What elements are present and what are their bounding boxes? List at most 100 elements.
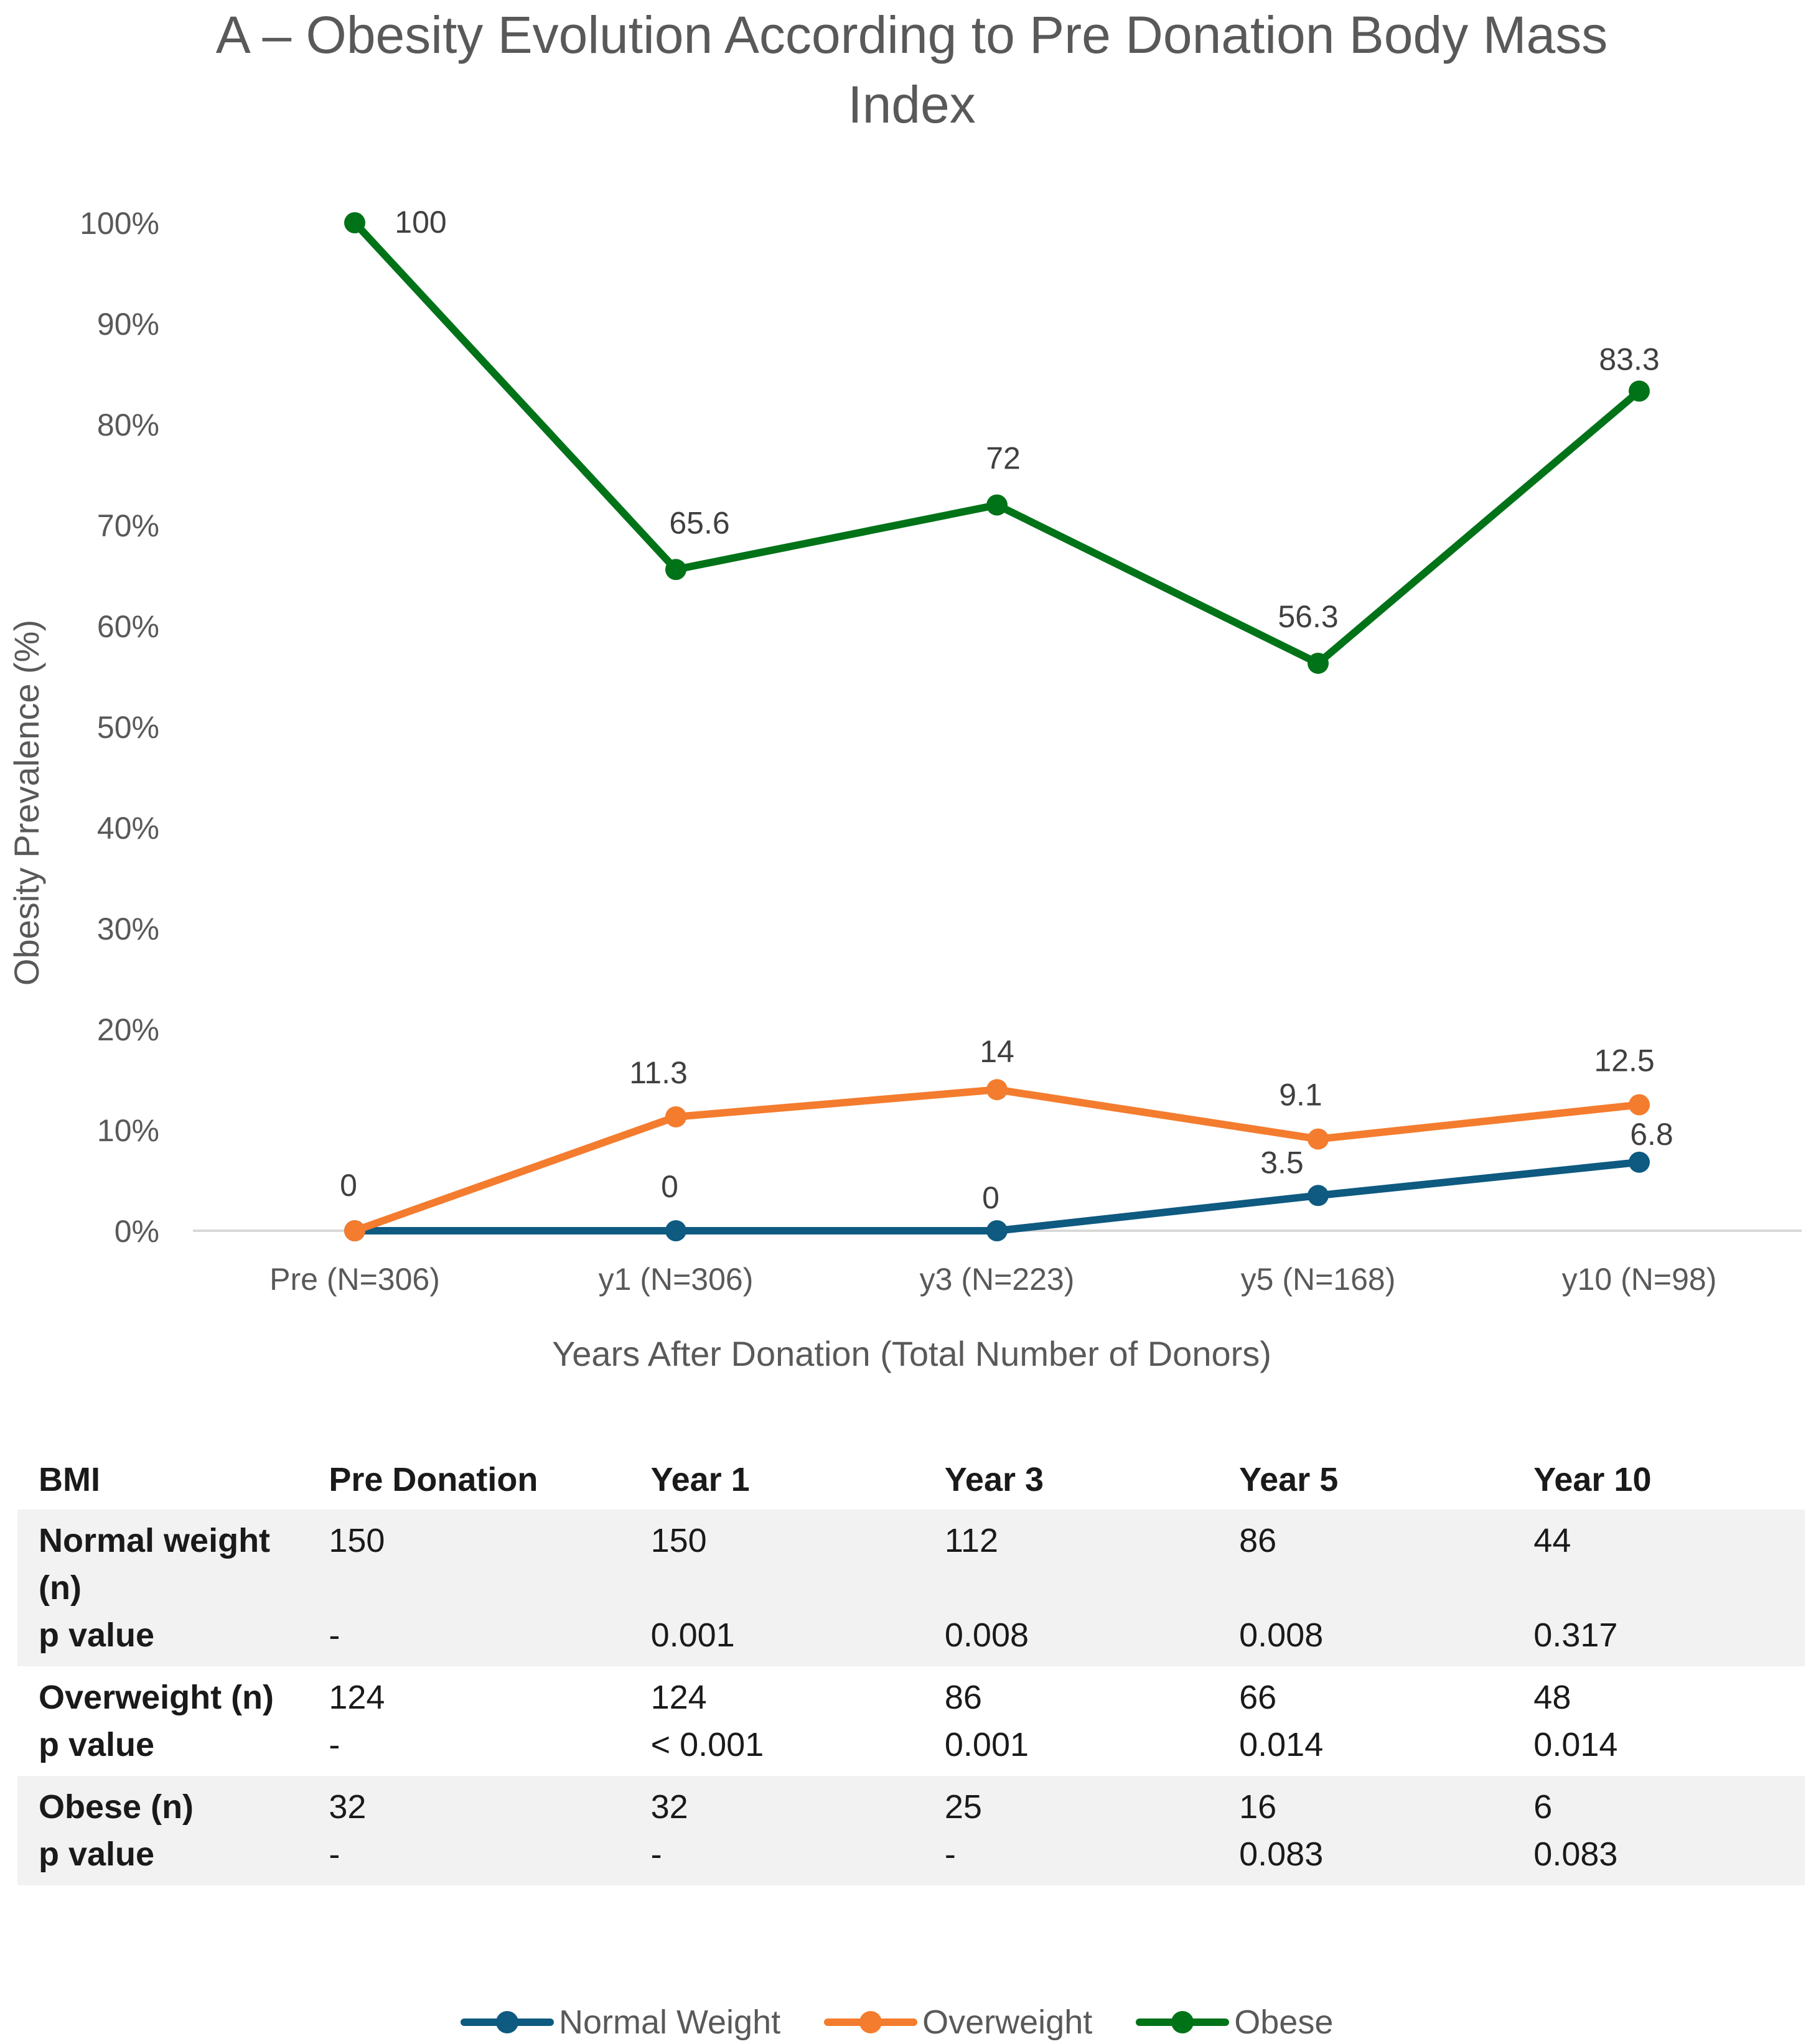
row-label: Overweight (n) <box>39 1679 274 1716</box>
data-label: 65.6 <box>669 505 729 540</box>
table-cell: 0.001 <box>629 1612 924 1666</box>
data-label: 72 <box>986 441 1021 476</box>
data-point <box>986 494 1008 516</box>
data-point <box>665 559 686 581</box>
table-cell: 32 <box>307 1776 630 1831</box>
y-tick-label: 30% <box>97 912 159 946</box>
table-cell: 0.317 <box>1512 1612 1805 1666</box>
data-point <box>344 212 365 233</box>
table-header-cell: Pre Donation <box>329 1461 538 1498</box>
table-header-cell: Year 3 <box>944 1461 1044 1498</box>
table-cell: - <box>629 1831 924 1885</box>
data-label: 56.3 <box>1278 599 1338 634</box>
data-point <box>665 1106 686 1127</box>
data-label: 12.5 <box>1594 1043 1654 1078</box>
table-cell: 150 <box>629 1510 924 1612</box>
series-normal-weight: 0 0 3.5 6.8 <box>344 1117 1673 1241</box>
chart-title-line-1: A – Obesity Evolution According to Pre D… <box>215 6 1608 64</box>
data-point <box>986 1079 1008 1101</box>
data-point <box>1629 1151 1650 1173</box>
table-cell: 0.001 <box>944 1726 1029 1763</box>
y-tick-label: 80% <box>97 408 159 442</box>
data-label: 9.1 <box>1279 1078 1322 1113</box>
x-tick-label: Pre (N=306) <box>269 1262 440 1297</box>
series-group: 0 0 3.5 6.8 0 11.3 14 9.1 12.5 100 65.6 72 56.3 83.3 <box>340 205 1673 1241</box>
data-label: 14 <box>980 1034 1014 1069</box>
legend-item-obese: Obese <box>1136 2003 1333 2042</box>
table-cell: 0.014 <box>1239 1726 1324 1763</box>
chart-title-line-2: Index <box>848 75 976 134</box>
table-row-obese-p: p value - - - 0.083 0.083 <box>17 1831 1805 1885</box>
legend-key-obese <box>1136 2011 1230 2033</box>
data-label: 0 <box>340 1168 357 1203</box>
data-point <box>1308 652 1329 674</box>
y-tick-label: 20% <box>97 1012 159 1047</box>
table-row-overweight-p: p value - < 0.001 0.001 0.014 0.014 <box>17 1721 1805 1776</box>
table-cell: 0.008 <box>1218 1612 1513 1666</box>
y-tick-label: 0% <box>115 1214 159 1249</box>
y-tick-label: 10% <box>97 1113 159 1148</box>
legend-label: Normal Weight <box>559 2004 781 2041</box>
legend-label: Overweight <box>922 2004 1093 2041</box>
x-tick-label: y10 (N=98) <box>1562 1262 1717 1297</box>
x-axis-ticks: Pre (N=306) y1 (N=306) y3 (N=223) y5 (N=168… <box>269 1262 1716 1297</box>
table-header-cell: Year 1 <box>650 1461 750 1498</box>
data-label: 0 <box>982 1180 999 1215</box>
x-tick-label: y5 (N=168) <box>1241 1262 1396 1297</box>
table-cell: 6 <box>1512 1776 1805 1831</box>
data-label: 3.5 <box>1260 1145 1304 1180</box>
legend-item-overweight: Overweight <box>824 2003 1092 2042</box>
row-label: Obese (n) <box>17 1776 308 1831</box>
table-cell: 86 <box>1218 1510 1513 1612</box>
table-cell: 0.008 <box>923 1612 1219 1666</box>
data-label: 11.3 <box>629 1055 688 1090</box>
row-label: Normal weight (n) <box>17 1510 308 1612</box>
table-cell: 124 <box>329 1679 385 1716</box>
y-tick-label: 100% <box>80 206 159 241</box>
table-cell: 32 <box>629 1776 924 1831</box>
data-label: 6.8 <box>1630 1117 1673 1152</box>
table-cell: 16 <box>1218 1776 1513 1831</box>
table-cell: 25 <box>923 1776 1219 1831</box>
table-header-cell: Year 10 <box>1533 1461 1652 1498</box>
table-cell: 0.083 <box>1218 1831 1513 1885</box>
table-header-cell: BMI <box>39 1461 100 1498</box>
x-tick-label: y3 (N=223) <box>920 1262 1075 1297</box>
data-label: 0 <box>661 1169 678 1204</box>
y-axis-title: Obesity Prevalence (%) <box>7 620 46 986</box>
table-row-obese-counts: Obese (n) 32 32 25 16 6 <box>17 1776 1805 1831</box>
table-cell: 44 <box>1512 1510 1805 1612</box>
table-row-overweight-counts: Overweight (n) 124 124 86 66 48 <box>17 1666 1805 1721</box>
row-label: p value <box>17 1612 308 1666</box>
data-point <box>1308 1185 1329 1206</box>
data-point <box>1308 1128 1329 1150</box>
table-cell: - <box>307 1612 630 1666</box>
table-cell: < 0.001 <box>650 1726 764 1763</box>
y-tick-label: 40% <box>97 811 159 846</box>
y-tick-label: 50% <box>97 710 159 745</box>
table-header-row: BMI Pre Donation Year 1 Year 3 Year 5 Ye… <box>17 1450 1805 1510</box>
legend-item-normal-weight: Normal Weight <box>461 2003 780 2042</box>
table-cell: 0.083 <box>1512 1831 1805 1885</box>
table-cell: 124 <box>650 1679 707 1716</box>
data-label: 83.3 <box>1599 342 1659 377</box>
data-point <box>344 1220 365 1241</box>
table-cell: 48 <box>1533 1679 1571 1716</box>
table-cell: - <box>329 1726 340 1763</box>
data-label: 100 <box>395 205 446 240</box>
legend: Normal Weight Overweight Obese <box>461 2000 1377 2044</box>
x-tick-label: y1 (N=306) <box>599 1262 754 1297</box>
data-point <box>986 1220 1008 1241</box>
y-axis-ticks: 0% 10% 20% 30% 40% 50% 60% 70% 80% 90% 100% <box>80 206 159 1249</box>
data-point <box>1629 380 1650 402</box>
table-header-cell: Year 5 <box>1239 1461 1339 1498</box>
row-label: p value <box>39 1726 155 1763</box>
table-cell: - <box>923 1831 1219 1885</box>
legend-label: Obese <box>1234 2004 1334 2041</box>
y-tick-label: 60% <box>97 609 159 644</box>
table-cell: 86 <box>944 1679 982 1716</box>
y-tick-label: 70% <box>97 508 159 543</box>
data-table: BMI Pre Donation Year 1 Year 3 Year 5 Ye… <box>17 1450 1805 1885</box>
data-point <box>665 1220 686 1241</box>
